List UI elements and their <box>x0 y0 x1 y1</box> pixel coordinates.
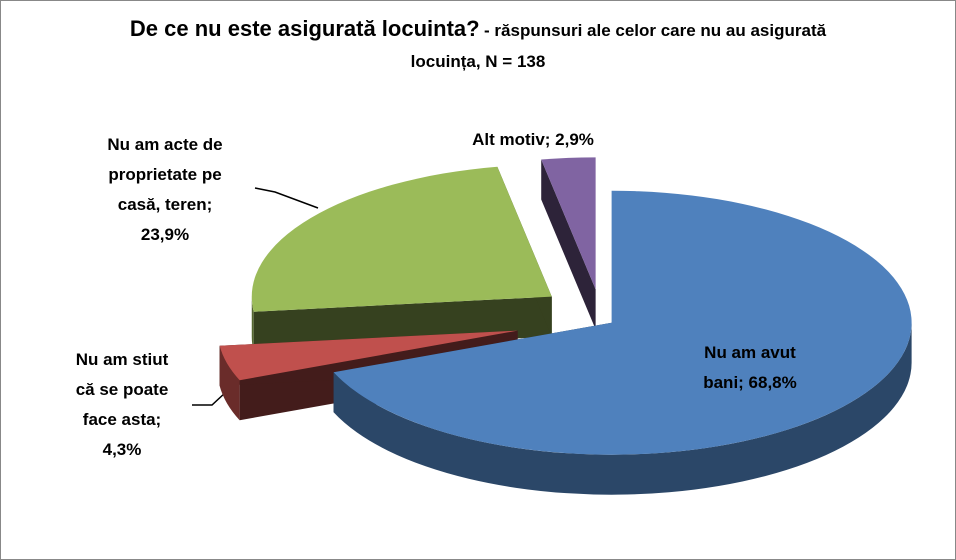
slice-top <box>333 190 912 455</box>
leader-line <box>254 187 319 209</box>
data-label-line: bani; 68,8% <box>703 373 797 392</box>
data-label-line: face asta; <box>83 410 161 429</box>
slice-wall <box>251 296 254 352</box>
data-label-line: 23,9% <box>141 225 189 244</box>
slice <box>541 157 596 330</box>
data-label: Nu am acte de proprietate pe casă, teren; 2… <box>107 135 222 244</box>
data-label-line: casă, teren; <box>118 195 213 214</box>
data-label-line: Nu am stiut <box>76 350 169 369</box>
title-line: De ce nu este asigurată locuinta? - răsp… <box>128 14 828 78</box>
data-label-line: proprietate pe <box>108 165 221 184</box>
data-label-line: Alt motiv; 2,9% <box>472 130 594 149</box>
slice <box>251 166 552 352</box>
chart-subtitle: - răspunsuri ale celor care nu au asigur… <box>410 21 827 71</box>
data-label: Alt motiv; 2,9% <box>472 130 594 149</box>
slice-top <box>541 157 596 290</box>
slice-top <box>251 166 552 312</box>
data-label-line: Nu am acte de <box>107 135 222 154</box>
data-label-line: Nu am avut <box>704 343 796 362</box>
slice-wall <box>219 345 240 421</box>
slice <box>333 190 912 495</box>
data-label-line: 4,3% <box>103 440 142 459</box>
data-label: Nu am stiut că se poate face asta; 4,3% <box>76 350 169 459</box>
title-block: De ce nu este asigurată locuinta? - răsp… <box>0 14 956 78</box>
slice-top <box>219 330 518 381</box>
data-label: Nu am avut bani; 68,8% <box>703 343 797 392</box>
slice-side <box>541 159 596 330</box>
chart-title: De ce nu este asigurată locuinta? <box>129 16 480 41</box>
slice-wall <box>333 322 912 495</box>
leader-line <box>192 391 227 406</box>
data-label-line: că se poate <box>76 380 169 399</box>
